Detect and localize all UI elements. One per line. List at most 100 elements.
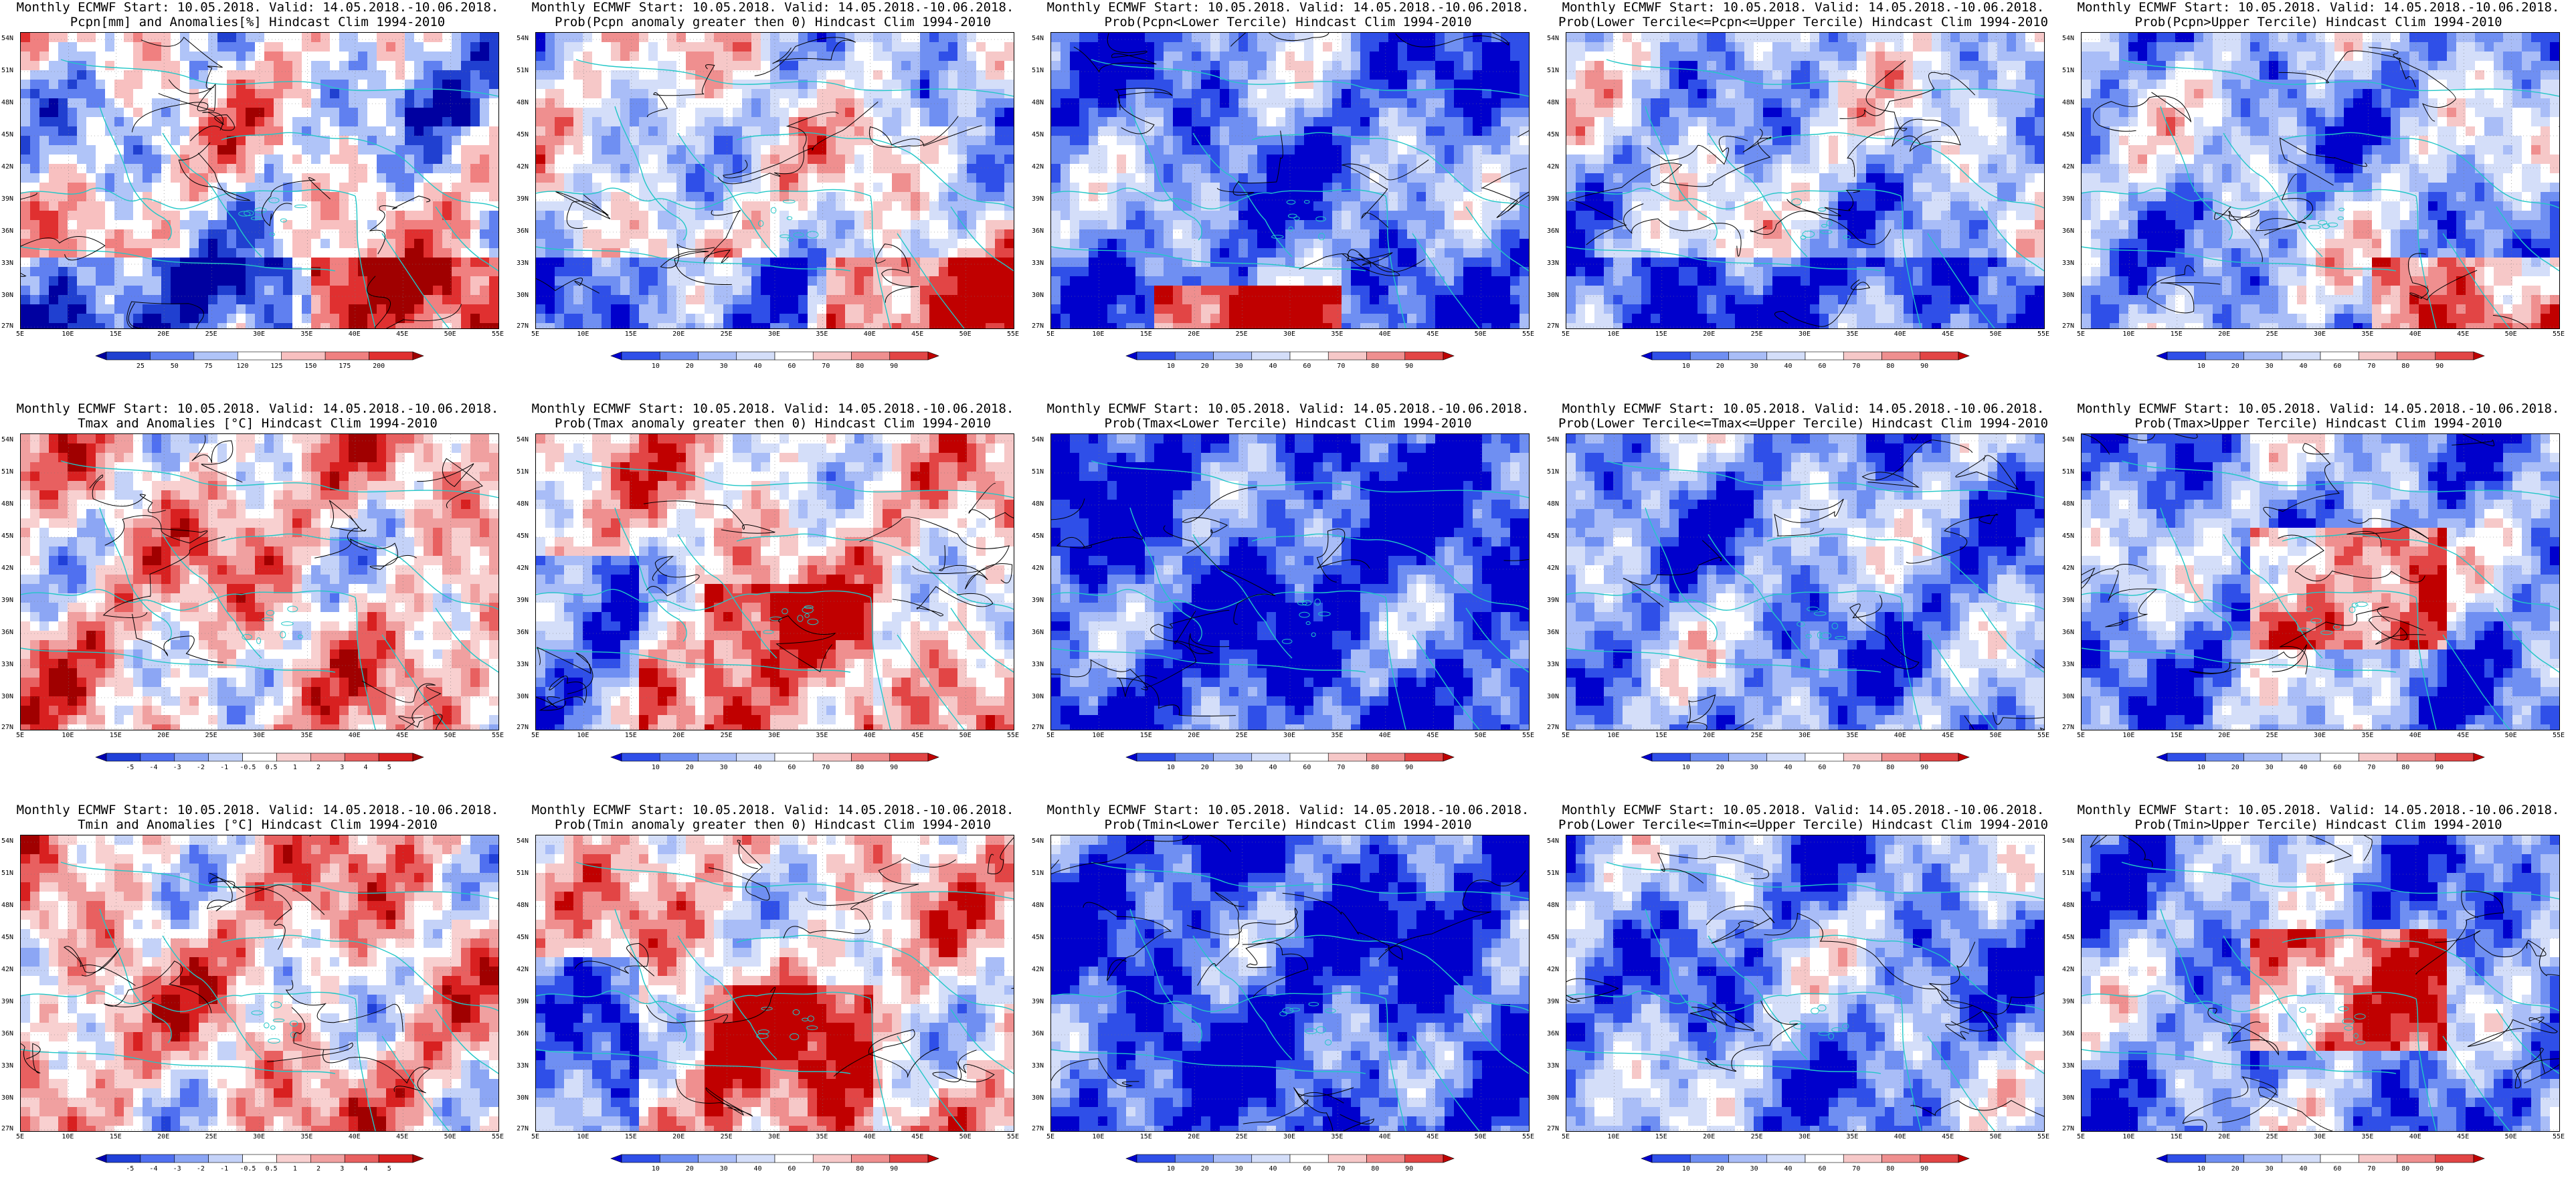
colorbar-tick-label: 70 [2361,363,2381,370]
colorbar-tick-label: 10 [2191,1165,2211,1173]
panel-title-line-1: Monthly ECMWF Start: 10.05.2018. Valid: … [2061,803,2576,817]
latitude-tick-label: 45N [1547,934,1564,941]
map-field [21,835,498,1131]
latitude-tick-label: 51N [1547,67,1564,74]
colorbar-tick-label: 80 [1880,363,1900,370]
colorbar-swatch [1327,1154,1367,1163]
latitude-tick-label: 30N [517,292,534,299]
panel-title: Monthly ECMWF Start: 10.05.2018. Valid: … [0,401,515,431]
colorbar-tick-label: 30 [714,764,734,771]
latitude-tick-label: 33N [2062,1062,2080,1070]
colorbar-tick-label: 20 [1195,1165,1215,1173]
colorbar-swatch [2167,752,2206,762]
colorbar-swatch [851,351,891,361]
map-field [2082,33,2559,328]
colorbar-swatch [1805,1154,1844,1163]
latitude-tick-label: 54N [517,35,534,42]
panel-title: Monthly ECMWF Start: 10.05.2018. Valid: … [1546,0,2061,29]
colorbar-tick-labels: 10 20 30 40 60 70 80 90 [1641,363,1969,372]
latitude-tick-label: 33N [517,260,534,267]
colorbar-swatch [1404,351,1444,361]
colorbar-swatch [2243,752,2283,762]
colorbar-tick-label: 10 [1161,764,1181,771]
longitude-tick-label: 55E [2549,1133,2569,1140]
panel-title: Monthly ECMWF Start: 10.05.2018. Valid: … [0,0,515,29]
latitude-tick-label: 33N [1,260,19,267]
latitude-tick-label: 39N [517,597,534,604]
panel-title-line-1: Monthly ECMWF Start: 10.05.2018. Valid: … [1030,401,1546,416]
latitude-tick-label: 45N [2062,532,2080,540]
latitude-tick-label: 51N [517,67,534,74]
colorbar [2156,351,2485,361]
colorbar-tick-label: 20 [1195,363,1215,370]
longitude-tick-label: 45E [1422,1133,1443,1140]
latitude-tick-label: 54N [1,436,19,443]
latitude-tick-label: 39N [1032,998,1049,1005]
panel-title-line-1: Monthly ECMWF Start: 10.05.2018. Valid: … [1546,803,2061,817]
longitude-tick-label: 25E [1232,732,1252,739]
colorbar-swatch [1289,1154,1329,1163]
colorbar-swatch [1404,752,1444,762]
colorbar-swatch [2435,351,2474,361]
colorbar-swatch [2282,752,2321,762]
map-field [2082,434,2559,730]
longitude-tick-label: 45E [907,732,927,739]
colorbar-tick-label: 70 [2361,764,2381,771]
latitude-tick-label: 27N [1,1125,19,1132]
colorbar [1125,351,1455,361]
panel-title-line-2: Prob(Pcpn<Lower Tercile) Hindcast Clim 1… [1030,15,1546,29]
latitude-tick-label: 27N [1,322,19,330]
colorbar-swatch [1843,351,1882,361]
longitude-tick-label: 5E [525,330,545,338]
colorbar-tick-label: 30 [1229,1165,1249,1173]
longitude-tick-label: 55E [1003,1133,1023,1140]
colorbar [1641,752,1970,762]
longitude-tick-label: 30E [249,732,269,739]
colorbar-swatch [310,1154,345,1163]
longitude-tick-label: 20E [153,330,173,338]
colorbar-swatch [325,351,369,361]
colorbar-swatch [889,752,929,762]
latitude-tick-label: 54N [1032,436,1049,443]
latitude-tick-label: 42N [1,163,19,171]
longitude-tick-label: 40E [2405,732,2425,739]
colorbar-tick-label: -5 [120,1165,140,1173]
colorbar-tick-label: 10 [1161,363,1181,370]
colorbar-tick-label: 20 [680,1165,700,1173]
colorbar-tick-label: 20 [680,363,700,370]
longitude-tick-label: 10E [1088,330,1108,338]
colorbar-swatch [242,752,277,762]
colorbar-swatch [2358,752,2397,762]
map-frame [1050,433,1530,730]
longitude-tick-label: 10E [573,732,593,739]
colorbar-swatch [1689,351,1729,361]
colorbar-tick-label: 30 [1744,764,1764,771]
panel-title: Monthly ECMWF Start: 10.05.2018. Valid: … [515,401,1030,431]
map-panel: Monthly ECMWF Start: 10.05.2018. Valid: … [515,401,1030,803]
latitude-tick-label: 48N [1032,902,1049,909]
latitude-tick-label: 48N [1,500,19,508]
latitude-tick-label: 33N [1547,260,1564,267]
colorbar-swatch [2435,1154,2474,1163]
longitude-tick-label: 30E [2310,732,2330,739]
colorbar-swatch [2282,351,2321,361]
colorbar-swatch [812,752,852,762]
longitude-tick-label: 35E [812,1133,832,1140]
colorbar-tick-label: 30 [2260,1165,2280,1173]
map-panel: Monthly ECMWF Start: 10.05.2018. Valid: … [1030,401,1546,803]
colorbar-swatch [2358,1154,2397,1163]
colorbar-tick-label: 90 [884,764,904,771]
latitude-tick-label: 51N [1,468,19,476]
colorbar-tick-label: 10 [1676,363,1696,370]
colorbar-swatch [698,1154,737,1163]
colorbar-tick-label: 80 [850,1165,870,1173]
latitude-tick-label: 33N [2062,260,2080,267]
colorbar-swatch [1174,351,1214,361]
panel-title-line-1: Monthly ECMWF Start: 10.05.2018. Valid: … [0,0,515,15]
colorbar-swatch [2282,1154,2321,1163]
longitude-tick-label: 10E [2118,1133,2138,1140]
colorbar [1641,1154,1970,1163]
colorbar-tick-label: -4 [143,1165,163,1173]
longitude-tick-label: 45E [2453,330,2473,338]
longitude-tick-label: 20E [2214,732,2234,739]
